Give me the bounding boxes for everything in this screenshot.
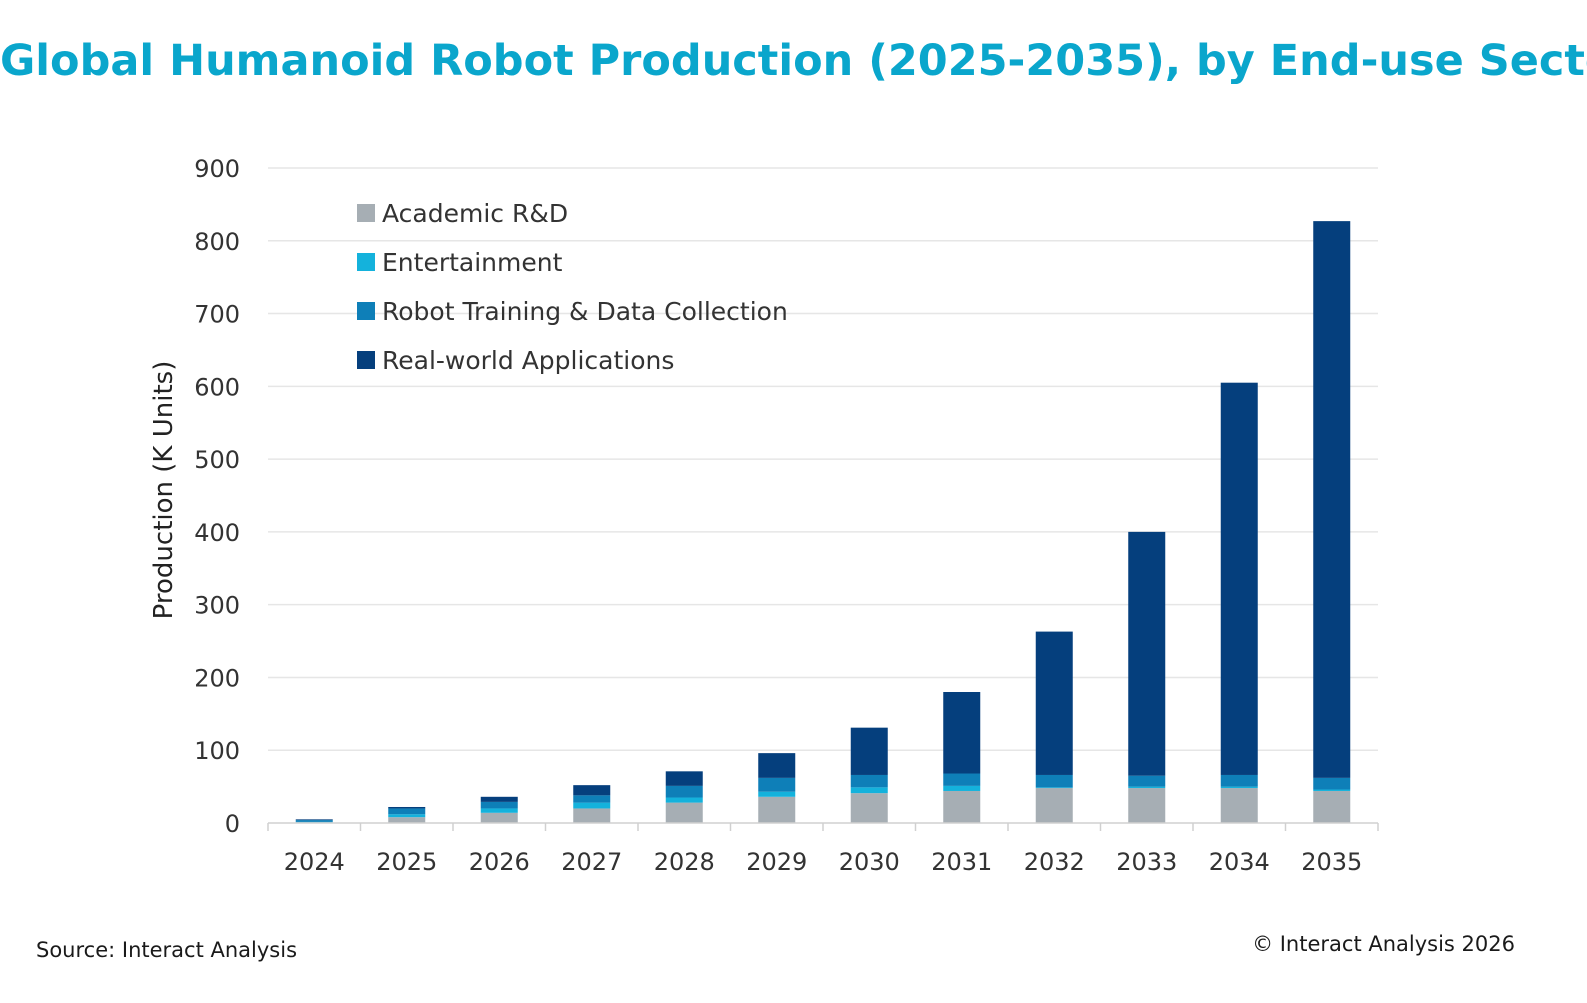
y-tick-label: 800 — [194, 228, 240, 256]
legend-swatch — [357, 351, 375, 369]
y-axis-ticks: 0 100 200 300 400 500 600 700 800 900 — [194, 155, 240, 838]
x-axis-ticks: 2024 2025 2026 2027 2028 2029 2030 2031 2032 2033… — [284, 848, 1363, 876]
bar-segment-academic-r-d — [758, 796, 796, 823]
bar-segment-real-world-applications — [665, 771, 703, 786]
bar-segment-robot-training-data-collection — [1313, 777, 1351, 790]
bar-segment-real-world-applications — [295, 819, 333, 821]
bar-segment-robot-training-data-collection — [943, 773, 981, 786]
y-tick-label: 200 — [194, 664, 240, 692]
legend-label: Entertainment — [382, 248, 563, 277]
bar-segment-academic-r-d — [1220, 788, 1258, 823]
legend-swatch — [357, 253, 375, 271]
bar-segment-entertainment — [850, 787, 888, 794]
bar-segment-robot-training-data-collection — [480, 801, 518, 809]
bar-segment-real-world-applications — [758, 753, 796, 778]
bar-segment-entertainment — [1220, 786, 1258, 789]
bar-segment-entertainment — [1035, 787, 1073, 789]
bar-segment-entertainment — [665, 797, 703, 803]
bar-segment-robot-training-data-collection — [295, 820, 333, 822]
bar-segment-entertainment — [480, 808, 518, 813]
x-tick-label: 2028 — [654, 848, 715, 876]
y-tick-label: 0 — [225, 810, 240, 838]
bar-segment-robot-training-data-collection — [573, 795, 611, 803]
y-tick-label: 500 — [194, 446, 240, 474]
bar-segment-academic-r-d — [573, 808, 611, 823]
x-tick-label: 2026 — [469, 848, 530, 876]
bar-segment-entertainment — [388, 814, 426, 818]
bar-segment-robot-training-data-collection — [1035, 774, 1073, 788]
chart-title: Global Humanoid Robot Production (2025-2… — [0, 36, 1587, 86]
bar-segment-entertainment — [758, 791, 796, 797]
x-tick-label: 2034 — [1209, 848, 1270, 876]
bar-segment-academic-r-d — [388, 817, 426, 823]
y-tick-label: 700 — [194, 301, 240, 329]
legend: Academic R&D Entertainment Robot Training … — [357, 199, 788, 375]
x-tick-label: 2032 — [1024, 848, 1085, 876]
bar-segment-real-world-applications — [1220, 382, 1258, 775]
y-axis-label: Production (K Units) — [149, 361, 179, 620]
bar-segment-academic-r-d — [480, 812, 518, 823]
x-tick-label: 2027 — [561, 848, 622, 876]
gridlines — [268, 167, 1378, 751]
bar-segment-entertainment — [1128, 786, 1166, 789]
legend-label: Real-world Applications — [382, 346, 674, 375]
source-note: Source: Interact Analysis — [36, 938, 298, 962]
bar-segment-robot-training-data-collection — [850, 774, 888, 788]
y-tick-label: 900 — [194, 155, 240, 183]
bar-segment-real-world-applications — [388, 806, 426, 809]
bar-segment-academic-r-d — [1035, 788, 1073, 823]
y-tick-label: 400 — [194, 519, 240, 547]
x-tick-label: 2033 — [1116, 848, 1177, 876]
legend-swatch — [357, 302, 375, 320]
bar-segment-academic-r-d — [850, 793, 888, 823]
copyright-note: © Interact Analysis 2026 — [1252, 932, 1515, 956]
y-tick-label: 300 — [194, 592, 240, 620]
bar-segment-entertainment — [943, 785, 981, 791]
legend-label: Academic R&D — [382, 199, 568, 228]
bar-segment-entertainment — [1313, 789, 1351, 791]
x-tick-label: 2031 — [931, 848, 992, 876]
bar-segment-academic-r-d — [1128, 788, 1166, 823]
bar-segment-robot-training-data-collection — [665, 785, 703, 798]
bar-segment-academic-r-d — [1313, 790, 1351, 823]
bar-segment-robot-training-data-collection — [1128, 775, 1166, 787]
bars — [295, 221, 1351, 823]
legend-label: Robot Training & Data Collection — [382, 297, 788, 326]
bar-segment-academic-r-d — [943, 790, 981, 823]
bar-segment-real-world-applications — [1128, 531, 1166, 776]
y-tick-label: 600 — [194, 373, 240, 401]
bar-segment-real-world-applications — [850, 727, 888, 775]
y-tick-label: 100 — [194, 737, 240, 765]
bar-segment-robot-training-data-collection — [388, 808, 426, 815]
bar-segment-robot-training-data-collection — [758, 777, 796, 792]
x-tick-label: 2024 — [284, 848, 345, 876]
bar-segment-real-world-applications — [480, 796, 518, 802]
bar-segment-real-world-applications — [943, 692, 981, 774]
x-tick-label: 2025 — [376, 848, 437, 876]
bar-segment-academic-r-d — [665, 802, 703, 823]
bar-segment-robot-training-data-collection — [1220, 774, 1258, 787]
x-tick-label: 2035 — [1301, 848, 1362, 876]
x-tick-label: 2029 — [746, 848, 807, 876]
x-axis — [267, 822, 1379, 831]
bar-segment-entertainment — [573, 802, 611, 809]
bar-segment-real-world-applications — [1035, 631, 1073, 775]
bar-segment-real-world-applications — [1313, 221, 1351, 778]
bar-segment-real-world-applications — [573, 785, 611, 796]
legend-swatch — [357, 204, 375, 222]
x-tick-label: 2030 — [839, 848, 900, 876]
